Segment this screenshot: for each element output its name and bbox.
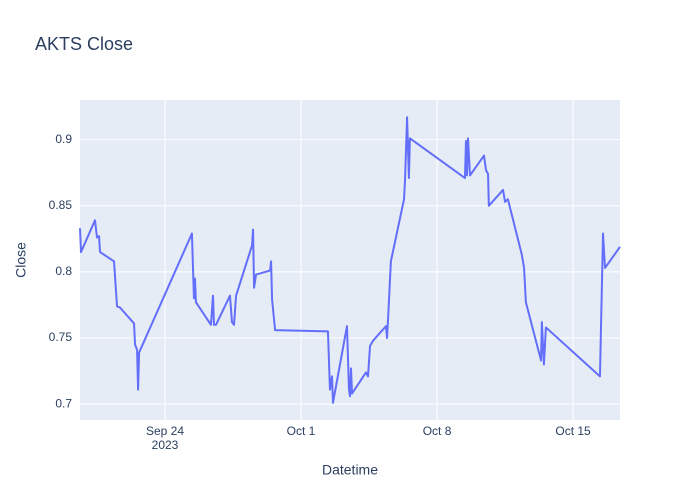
- y-tick-label: 0.75: [49, 330, 73, 344]
- line: [79, 116, 621, 404]
- y-tick-label: 0.7: [55, 396, 72, 410]
- y-tick-label: 0.8: [55, 264, 72, 278]
- x-tick-label: Oct 15: [555, 424, 591, 438]
- y-tick-label: 0.9: [55, 132, 72, 146]
- chart-title: AKTS Close: [35, 34, 133, 54]
- y-tick-label: 0.85: [49, 198, 73, 212]
- x-year-label: 2023: [152, 438, 179, 452]
- x-tick-label: Oct 1: [287, 424, 316, 438]
- plot-area: [80, 100, 620, 420]
- x-axis-title: Datetime: [322, 462, 378, 478]
- y-axis-title: Close: [13, 242, 29, 278]
- x-tick-label: Oct 8: [423, 424, 452, 438]
- x-tick-label: Sep 24: [146, 424, 184, 438]
